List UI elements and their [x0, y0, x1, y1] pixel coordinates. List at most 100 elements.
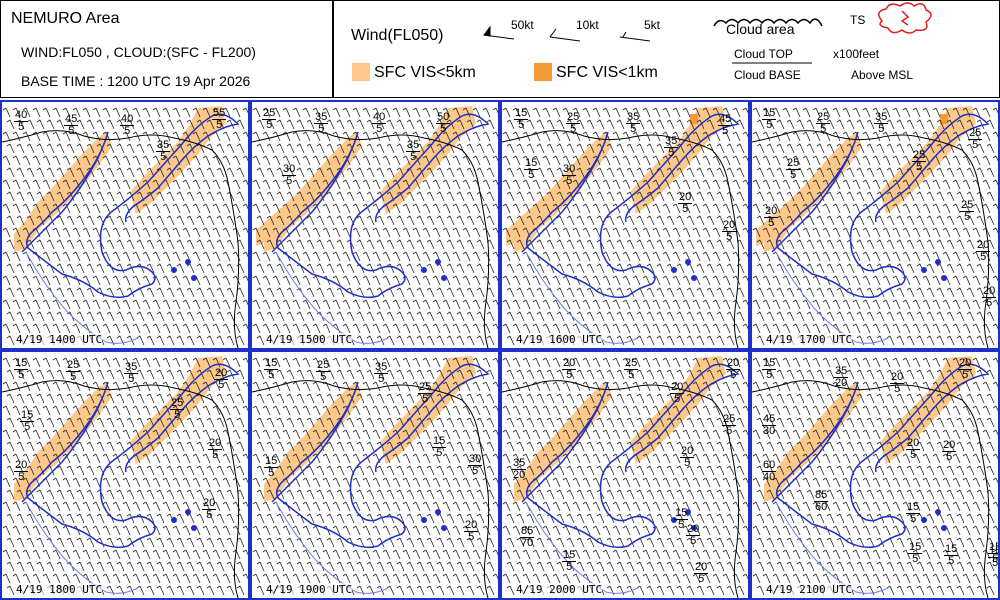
barb-50-label: 50kt — [511, 18, 534, 32]
river-line — [775, 251, 889, 344]
cloud-top-value: 15 — [14, 357, 29, 370]
cloud-base-value: 5 — [628, 369, 635, 381]
cloud-top-base-label: 20 5 — [214, 367, 229, 391]
cloud-top-value: 35 — [512, 457, 527, 470]
cloud-top-value: 15 — [20, 409, 35, 422]
cloud-base-value: 5 — [70, 371, 77, 383]
cloud-top-value: 15 — [988, 542, 998, 554]
cloud-base-value: 5 — [528, 169, 535, 181]
cloud-top-value: 25 — [912, 149, 927, 162]
cloud-base-value: 5 — [698, 573, 705, 585]
forecast-panel: 15 5 25 5 35 5 25 5 15 5 15 5 30 5 20 5 4/19 1900 UTC — [250, 350, 500, 600]
cloud-base-value: 5 — [206, 509, 213, 521]
cloud-top-value: 60 — [762, 459, 777, 472]
cloud-top-value: 35 — [314, 111, 329, 124]
cloud-top-base-label: 20 5 — [14, 460, 29, 483]
title-box: NEMURO Area WIND:FL050 , CLOUD:(SFC - FL… — [0, 0, 333, 98]
cloud-top-base-label: 40 5 — [372, 112, 387, 135]
cloud-area-boundary — [2, 380, 240, 598]
cloud-base-value: 5 — [468, 531, 475, 543]
cloud-top-value: 45 — [718, 113, 733, 126]
cloud-top-base-label: 35 5 — [874, 112, 889, 135]
cloud-top-value: 40 — [14, 109, 29, 122]
cloud-top-base-label: 20 5 — [982, 286, 997, 309]
cloud-top-value: 20 — [680, 445, 695, 458]
cloud-base-value: 5 — [286, 175, 293, 187]
panel-map — [252, 106, 498, 348]
panel-time-label: 4/19 1500 UTC — [266, 333, 353, 346]
cloud-top-base-label: 30 5 — [282, 163, 297, 187]
cloud-top-value: 15 — [264, 455, 279, 468]
island — [921, 267, 927, 273]
cloud-base-value: 5 — [722, 125, 729, 137]
panel-time-label: 4/19 2100 UTC — [766, 583, 853, 596]
cloud-top-base-label: 60 40 — [762, 459, 777, 483]
wind-barbs — [252, 357, 498, 596]
cloud-top-value: 20 — [678, 191, 693, 204]
cloud-top-base-label: 20 5 — [670, 381, 685, 405]
cloud-top-base-label: 20 5 — [906, 438, 921, 461]
cloud-top-value: 20 — [890, 371, 905, 384]
panel-time-label: 4/19 1800 UTC — [16, 583, 103, 596]
cloud-top-value: 35 — [374, 361, 389, 374]
cloud-base-value: 60 — [815, 501, 828, 513]
cloud-base-value: 5 — [128, 373, 135, 385]
cloud-top-value: 20 — [214, 367, 229, 380]
cloud-top-base-label: 35 5 — [124, 361, 139, 385]
cloud-top-value: 15 — [514, 107, 529, 120]
cloud-top-base-label: 20 5 — [686, 524, 701, 547]
wind-barbs — [502, 357, 748, 596]
cloud-top-value: 20 — [670, 381, 685, 394]
island — [185, 509, 191, 515]
island — [921, 517, 927, 523]
cloud-top-value: 30 — [282, 163, 297, 176]
cloud-top-base-label: 20 5 — [694, 562, 709, 585]
cloud-area-boundary — [752, 130, 990, 348]
cloud-top-value: 55 — [212, 107, 227, 120]
cloud-top-base-label: 45 5 — [718, 113, 733, 137]
cloud-top-base-label: 35 20 — [834, 366, 849, 389]
base-time: BASE TIME : 1200 UTC 19 Apr 2026 — [21, 73, 251, 89]
cloud-base-value: 5 — [18, 369, 25, 381]
cloud-area-boundary — [752, 380, 990, 598]
island — [171, 267, 177, 273]
cloud-base-value: 40 — [763, 471, 776, 483]
vis5-label: SFC VIS<5km — [374, 64, 476, 81]
cloud-top-base-label: 25 5 — [170, 398, 185, 421]
legend-graphics — [352, 2, 932, 81]
cloud-top-value: 15 — [762, 357, 777, 370]
cloud-top-base-label: 35 5 — [314, 111, 329, 135]
river-line — [275, 501, 389, 594]
cloud-top-base-label: 55 5 — [212, 107, 227, 131]
panel-map — [502, 356, 748, 598]
cloud-top-base-label: 25 5 — [66, 360, 81, 383]
cloud-base-value: 5 — [986, 297, 993, 309]
coastline — [771, 363, 990, 549]
cloud-area-boundary — [252, 130, 490, 348]
vis5-area — [14, 132, 112, 252]
wind-barbs — [752, 107, 998, 346]
cloud-top-base-label: 85 70 — [520, 526, 535, 549]
cloud-top-value: 20 — [764, 205, 779, 218]
cloud-area-boundary — [502, 380, 740, 598]
cloud-top-value: 35 — [124, 361, 139, 374]
forecast-panel: 15 5 35 20 20 5 20 5 45 30 20 5 20 5 60 40 85 60 15 5 15 5 15 5… — [750, 350, 1000, 600]
cloud-top-value: 15 — [432, 435, 447, 448]
island — [171, 517, 177, 523]
panel-time-label: 4/19 2000 UTC — [516, 583, 603, 596]
panel-time-label: 4/19 1700 UTC — [766, 333, 853, 346]
wind-cloud-level: WIND:FL050 , CLOUD:(SFC - FL200) — [21, 44, 256, 60]
cloud-top-value: 25 — [624, 357, 639, 370]
cloud-top-value: 30 — [562, 163, 577, 176]
cloud-base-value: 5 — [18, 471, 25, 483]
vis5-area — [14, 382, 112, 502]
cloud-top-base-label: 50 5 — [436, 112, 451, 135]
cloud-base-value: 5 — [318, 123, 325, 135]
barb-10-label: 10kt — [576, 18, 599, 32]
cloud-base-value: 5 — [422, 393, 429, 405]
